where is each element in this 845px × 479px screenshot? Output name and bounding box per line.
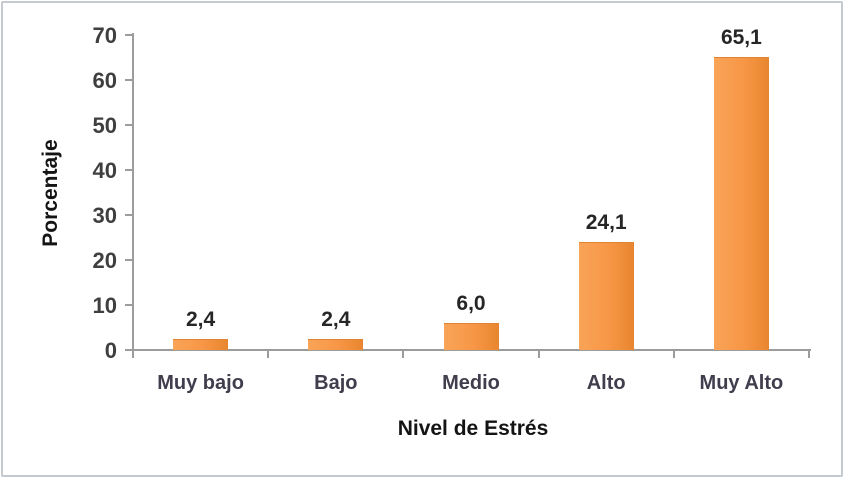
y-tick-label: 0 <box>104 338 117 363</box>
bar <box>173 339 229 350</box>
x-category-label: Medio <box>442 372 500 394</box>
y-tick-mark <box>125 349 133 351</box>
y-tick-label: 50 <box>92 113 117 138</box>
bar-value-label: 2,4 <box>185 308 216 332</box>
x-tick-mark <box>132 350 134 358</box>
y-tick-label: 30 <box>92 203 117 228</box>
y-tick-label: 70 <box>92 23 117 48</box>
y-tick-mark <box>125 124 133 126</box>
bar-value-label: 24,1 <box>585 210 627 234</box>
y-tick-mark <box>125 169 133 171</box>
bar <box>713 57 769 350</box>
bar-value-label: 2,4 <box>321 308 351 332</box>
y-axis-line <box>132 33 134 351</box>
y-tick-label: 10 <box>92 293 117 318</box>
y-tick-mark <box>125 259 133 261</box>
y-tick-label: 60 <box>92 68 117 93</box>
x-category-label: Bajo <box>314 372 358 394</box>
y-tick-label: 40 <box>92 158 117 183</box>
x-axis-line <box>132 349 811 351</box>
x-tick-mark <box>267 350 270 358</box>
y-tick-mark <box>125 34 133 36</box>
y-axis-title: Porcentaje <box>39 139 62 247</box>
x-category-label: Muy Alto <box>699 372 784 394</box>
bar <box>443 323 499 350</box>
x-category-label: Alto <box>586 372 626 394</box>
bar-value-label: 65,1 <box>720 26 762 50</box>
x-axis-title: Nivel de Estrés <box>397 417 549 440</box>
x-tick-mark <box>537 350 540 358</box>
x-tick-mark <box>402 350 405 358</box>
y-tick-mark <box>125 214 133 216</box>
y-tick-mark <box>125 79 133 81</box>
x-tick-mark <box>672 350 675 358</box>
y-tick-label: 20 <box>92 248 117 273</box>
bar <box>308 339 364 350</box>
x-tick-mark <box>808 350 810 358</box>
bar-value-label: 6,0 <box>456 292 486 315</box>
bar <box>578 241 634 350</box>
y-tick-mark <box>125 304 133 306</box>
x-category-label: Muy bajo <box>157 372 244 394</box>
